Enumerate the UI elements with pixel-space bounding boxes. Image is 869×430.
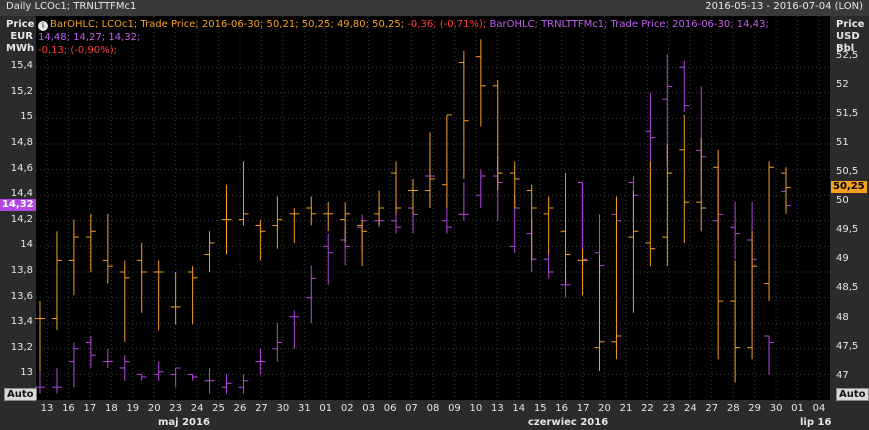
x-tick-label: 24 <box>190 403 204 414</box>
right-axis-tick-label: 51,5 <box>836 107 859 119</box>
left-axis-tick-label: 13 <box>20 367 33 379</box>
x-tick-label: 17 <box>576 403 590 414</box>
legend-lco-change: -0,36; (-0,71%); <box>407 19 487 30</box>
left-axis-tick-label: 14,2 <box>10 213 33 225</box>
right-axis-tick-label: 48 <box>836 311 849 323</box>
left-axis-tick-label: 13,6 <box>10 290 33 302</box>
right-axis-label-line: USD <box>836 31 860 42</box>
left-axis-tick-label: 14,4 <box>10 188 33 200</box>
x-tick-label: 14 <box>512 403 526 414</box>
x-tick-label: 25 <box>212 403 225 414</box>
x-tick-label: 21 <box>619 403 633 414</box>
x-tick-label: 29 <box>748 403 762 414</box>
x-tick-label: 01 <box>319 403 333 414</box>
chart-header: Daily LCOc1; TRNLTTFMc1 2016-05-13 - 201… <box>0 0 869 16</box>
x-tick-label: 09 <box>448 403 461 414</box>
right-axis-tick-label: 47,5 <box>836 340 859 352</box>
info-icon[interactable]: i <box>38 21 48 31</box>
x-tick-label: 06 <box>383 403 397 414</box>
left-axis-tick-label: 13,2 <box>10 341 33 353</box>
x-tick-label: 20 <box>147 403 161 414</box>
x-tick-label: 16 <box>62 403 75 414</box>
right-axis-tick-label: 50,5 <box>836 166 859 178</box>
x-tick-label: 08 <box>426 403 440 414</box>
x-tick-label: 01 <box>791 403 804 414</box>
x-tick-label: 31 <box>297 403 311 414</box>
right-axis-tick-label: 50 <box>836 195 849 207</box>
x-tick-label: 10 <box>469 403 483 414</box>
left-axis-label-line: MWh <box>6 43 35 54</box>
right-axis-label-line: Bbl <box>836 43 855 54</box>
last-price-right-flag: 50,25 <box>831 181 867 193</box>
left-axis-tick-label: 15 <box>20 111 33 123</box>
x-tick-label: 19 <box>126 403 140 414</box>
right-axis-tick-label: 52 <box>836 78 849 90</box>
left-axis-tick-label: 13,8 <box>10 265 33 276</box>
last-price-left-flag: 14,32 <box>0 199 36 211</box>
auto-scale-left-button[interactable]: Auto <box>4 388 37 401</box>
x-tick-label: 07 <box>405 403 418 414</box>
left-axis-label-line: Price <box>6 19 35 30</box>
left-axis-tick-label: 14 <box>20 239 33 251</box>
legend: i BarOHLC; LCOc1; Trade Price; 2016-06-30… <box>38 18 778 57</box>
left-axis-tick-label: 13,4 <box>10 316 33 328</box>
x-tick-label: 03 <box>362 403 376 414</box>
left-axis-label-line: EUR <box>10 31 33 42</box>
left-axis-tick-label: 15,4 <box>10 60 33 72</box>
right-axis-tick-label: 49,5 <box>836 224 859 236</box>
legend-ttf: BarOHLC; TRNLTTFMc1; Trade Price; 2016-0… <box>38 19 769 43</box>
x-tick-label: 13 <box>40 403 54 414</box>
x-tick-label: 26 <box>233 403 247 414</box>
x-tick-label: 16 <box>555 403 569 414</box>
x-axis <box>36 400 830 430</box>
left-axis-tick-label: 15,2 <box>10 85 33 97</box>
x-tick-label: 28 <box>726 403 740 414</box>
legend-ttf-change: -0,13; (-0,90%); <box>38 45 117 56</box>
x-tick-label: 30 <box>276 403 290 414</box>
right-axis-tick-label: 52,5 <box>836 49 859 61</box>
right-axis-label: Price USD Bbl <box>836 19 864 55</box>
month-label: czerwiec 2016 <box>528 417 609 428</box>
x-tick-label: 23 <box>662 403 676 414</box>
right-axis-tick-label: 49 <box>836 253 849 265</box>
month-label: maj 2016 <box>158 417 210 428</box>
left-axis-label: Price EUR MWh <box>6 19 35 55</box>
auto-scale-right-button[interactable]: Auto <box>836 388 869 401</box>
month-label: lip 16 <box>800 417 832 428</box>
x-tick-label: 27 <box>255 403 268 414</box>
right-axis-tick-label: 51 <box>836 137 849 148</box>
x-tick-label: 04 <box>812 403 826 414</box>
chart-title: Daily LCOc1; TRNLTTFMc1 <box>6 1 137 12</box>
x-tick-label: 27 <box>705 403 719 414</box>
date-range: 2016-05-13 - 2016-07-04 (LON) <box>705 1 863 12</box>
x-tick-label: 24 <box>683 403 697 414</box>
right-axis-label-line: Price <box>836 19 865 30</box>
legend-lco: BarOHLC; LCOc1; Trade Price; 2016-06-30;… <box>50 19 405 30</box>
right-axis-tick-label: 48,5 <box>836 282 859 294</box>
left-axis-tick-label: 14,8 <box>10 137 33 148</box>
x-tick-label: 15 <box>533 403 547 414</box>
x-tick-label: 02 <box>340 403 354 414</box>
left-axis-tick-label: 14,6 <box>10 162 33 174</box>
x-tick-label: 13 <box>490 403 504 414</box>
x-tick-label: 17 <box>83 403 97 414</box>
x-tick-label: 20 <box>598 403 611 414</box>
x-tick-label: 22 <box>641 403 654 414</box>
x-tick-label: 18 <box>104 403 118 414</box>
right-axis-tick-label: 47 <box>836 369 849 381</box>
x-tick-label: 30 <box>769 403 783 414</box>
x-tick-label: 23 <box>169 403 183 414</box>
